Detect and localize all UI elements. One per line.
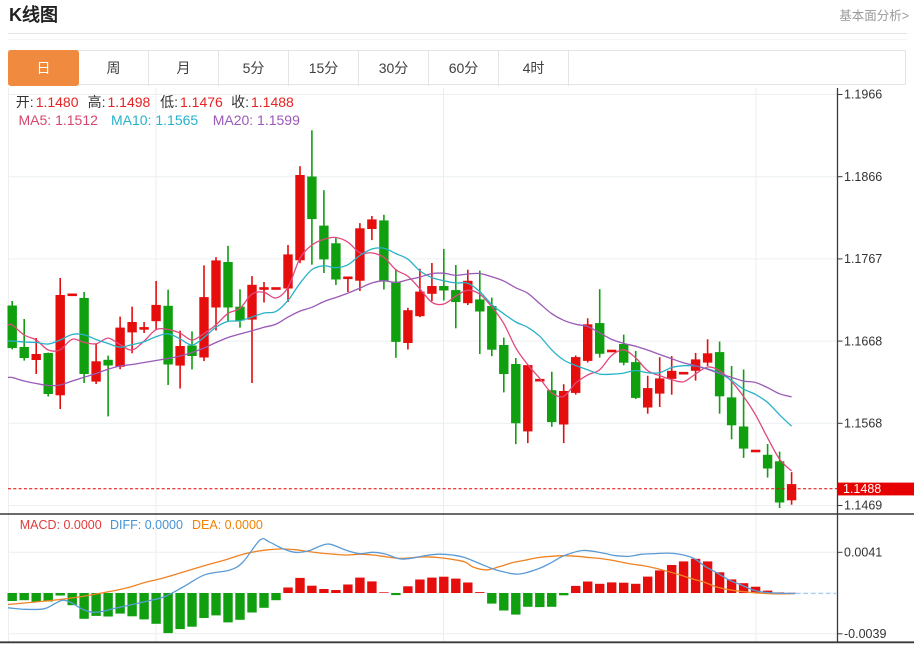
svg-text:0.0041: 0.0041	[844, 546, 882, 560]
svg-text:-0.0039: -0.0039	[844, 627, 886, 641]
svg-text:1.1469: 1.1469	[844, 499, 882, 513]
svg-text:1.1488: 1.1488	[843, 482, 881, 496]
svg-text:1.1866: 1.1866	[844, 170, 882, 184]
svg-text:1.1966: 1.1966	[844, 88, 882, 102]
svg-text:1.1668: 1.1668	[844, 334, 882, 348]
svg-text:1.1767: 1.1767	[844, 252, 882, 266]
svg-text:1.1568: 1.1568	[844, 417, 882, 431]
